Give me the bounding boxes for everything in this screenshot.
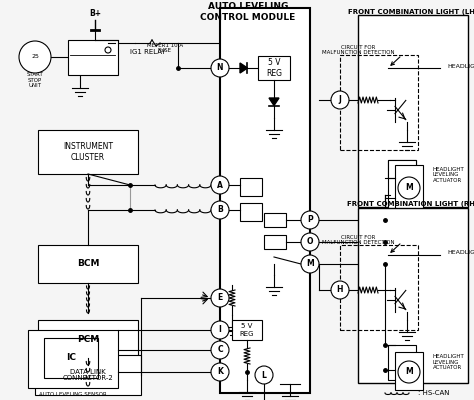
Circle shape [331, 91, 349, 109]
Text: O: O [307, 238, 313, 246]
Text: DATA LINK
CONNECTOR-2: DATA LINK CONNECTOR-2 [63, 368, 113, 382]
Bar [38, 245, 138, 283]
Bar [44, 338, 98, 378]
Bar [240, 178, 262, 196]
Circle shape [19, 41, 51, 73]
Circle shape [211, 289, 229, 307]
Circle shape [301, 233, 319, 251]
Bar [38, 130, 138, 174]
Bar [388, 160, 416, 178]
Bar [340, 245, 418, 330]
Bar [240, 203, 262, 221]
Circle shape [331, 281, 349, 299]
Text: HEADLIGHT
LEVELING
ACTUATOR: HEADLIGHT LEVELING ACTUATOR [433, 354, 465, 370]
Circle shape [211, 176, 229, 194]
Text: P: P [307, 216, 313, 224]
Text: M: M [405, 184, 413, 192]
Polygon shape [240, 63, 247, 73]
Text: 25: 25 [31, 54, 39, 60]
Text: AUTO LEVELING SENSOR: AUTO LEVELING SENSOR [39, 392, 107, 396]
Bar [38, 320, 138, 358]
Text: METER1 10 A
FUSE: METER1 10 A FUSE [147, 43, 183, 53]
Text: CIRCUIT FOR
MALFUNCTION DETECTION: CIRCUIT FOR MALFUNCTION DETECTION [322, 45, 394, 55]
Bar [35, 355, 141, 395]
Text: E: E [218, 294, 223, 302]
Bar [388, 345, 416, 380]
Text: FRONT COMBINATION LIGHT (LH): FRONT COMBINATION LIGHT (LH) [348, 9, 474, 15]
Bar [340, 55, 418, 150]
Text: HEADLIGHT: HEADLIGHT [447, 64, 474, 68]
Text: CIRCUIT FOR
MALFUNCTION DETECTION: CIRCUIT FOR MALFUNCTION DETECTION [322, 234, 394, 245]
Text: PCM: PCM [77, 334, 99, 344]
Text: START
STOP
UNIT: START STOP UNIT [27, 72, 44, 88]
Polygon shape [269, 98, 279, 106]
Bar [264, 235, 286, 249]
Text: K: K [217, 368, 223, 376]
Circle shape [211, 341, 229, 359]
Bar [264, 213, 286, 227]
Text: B: B [217, 206, 223, 214]
Text: H: H [337, 286, 343, 294]
Text: J: J [338, 96, 341, 104]
Text: HEADLIGHT
LEVELING
ACTUATOR: HEADLIGHT LEVELING ACTUATOR [433, 167, 465, 183]
Bar [220, 8, 310, 393]
Circle shape [255, 366, 273, 384]
Text: : HS-CAN: : HS-CAN [418, 390, 449, 396]
Circle shape [211, 201, 229, 219]
Bar [388, 160, 416, 215]
Text: BCM: BCM [77, 260, 99, 268]
Text: M: M [405, 368, 413, 376]
Text: B+: B+ [89, 10, 101, 18]
Text: IG1 RELAY: IG1 RELAY [130, 49, 166, 55]
Text: INSTRUMENT
CLUSTER: INSTRUMENT CLUSTER [63, 142, 113, 162]
Text: M: M [306, 260, 314, 268]
Bar [68, 40, 118, 75]
Text: L: L [262, 370, 266, 380]
Text: AUTO LEVELING
CONTROL MODULE: AUTO LEVELING CONTROL MODULE [201, 2, 296, 22]
Text: I: I [219, 326, 221, 334]
Text: A: A [217, 180, 223, 190]
Bar [358, 208, 468, 383]
Text: 5 V
REG: 5 V REG [240, 324, 254, 336]
Bar [258, 56, 290, 80]
Circle shape [398, 361, 420, 383]
Bar [395, 352, 423, 390]
Circle shape [105, 47, 111, 53]
Text: 5 V
REG: 5 V REG [266, 58, 282, 78]
Circle shape [301, 255, 319, 273]
Text: HEADLIGHT: HEADLIGHT [447, 250, 474, 256]
Circle shape [398, 177, 420, 199]
Bar [395, 165, 423, 215]
Circle shape [301, 211, 319, 229]
Text: C: C [217, 346, 223, 354]
Bar [232, 320, 262, 340]
Circle shape [211, 59, 229, 77]
Text: FRONT COMBINATION LIGHT (RH): FRONT COMBINATION LIGHT (RH) [347, 201, 474, 207]
Bar [358, 15, 468, 207]
Bar [28, 330, 118, 388]
Text: N: N [217, 64, 223, 72]
Text: IC: IC [66, 354, 76, 362]
Circle shape [211, 321, 229, 339]
Circle shape [211, 363, 229, 381]
